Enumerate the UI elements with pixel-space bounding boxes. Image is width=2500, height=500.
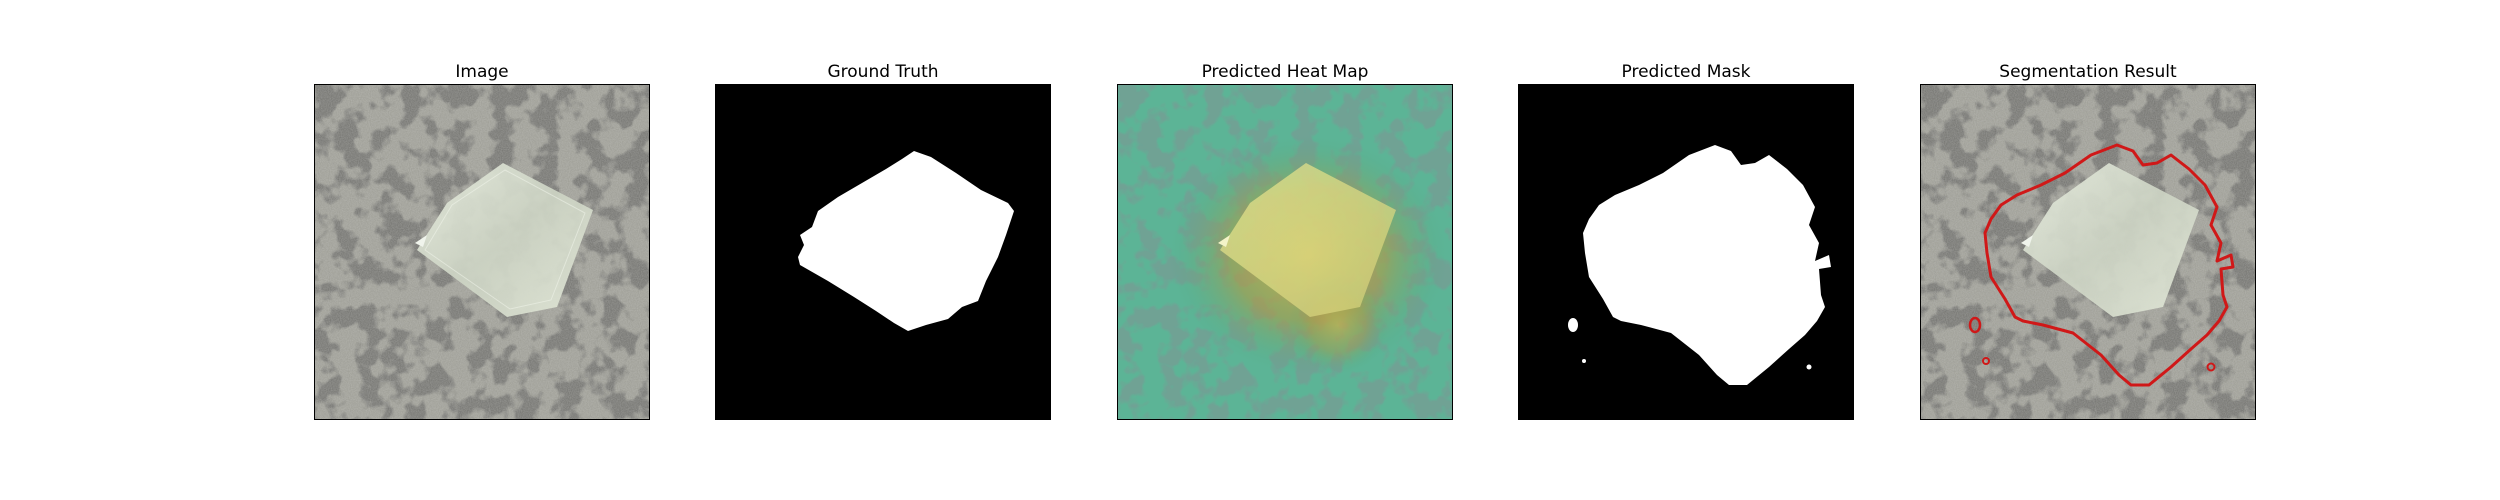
panel-title: Ground Truth [715,60,1051,84]
panel-image-frame [314,84,650,420]
panel-predicted-mask: Predicted Mask [1518,60,1854,420]
panel-predicted-mask-frame [1518,84,1854,420]
panel-heat-map: Predicted Heat Map [1117,60,1453,420]
panel-title: Predicted Mask [1518,60,1854,84]
panel-segmentation-result-frame [1920,84,2256,420]
heatmap-overlay [1118,85,1452,419]
panel-image: Image [314,60,650,420]
panel-title: Image [314,60,650,84]
panel-ground-truth-frame [715,84,1051,420]
contour-overlay [1921,85,2255,419]
panel-segmentation-result: Segmentation Result [1920,60,2256,420]
panel-ground-truth: Ground Truth [715,60,1051,420]
stone-texture-image [315,85,649,419]
binary-mask [716,85,1050,419]
panel-title: Predicted Heat Map [1117,60,1453,84]
binary-mask [1519,85,1853,419]
panel-title: Segmentation Result [1920,60,2256,84]
panel-heat-map-frame [1117,84,1453,420]
